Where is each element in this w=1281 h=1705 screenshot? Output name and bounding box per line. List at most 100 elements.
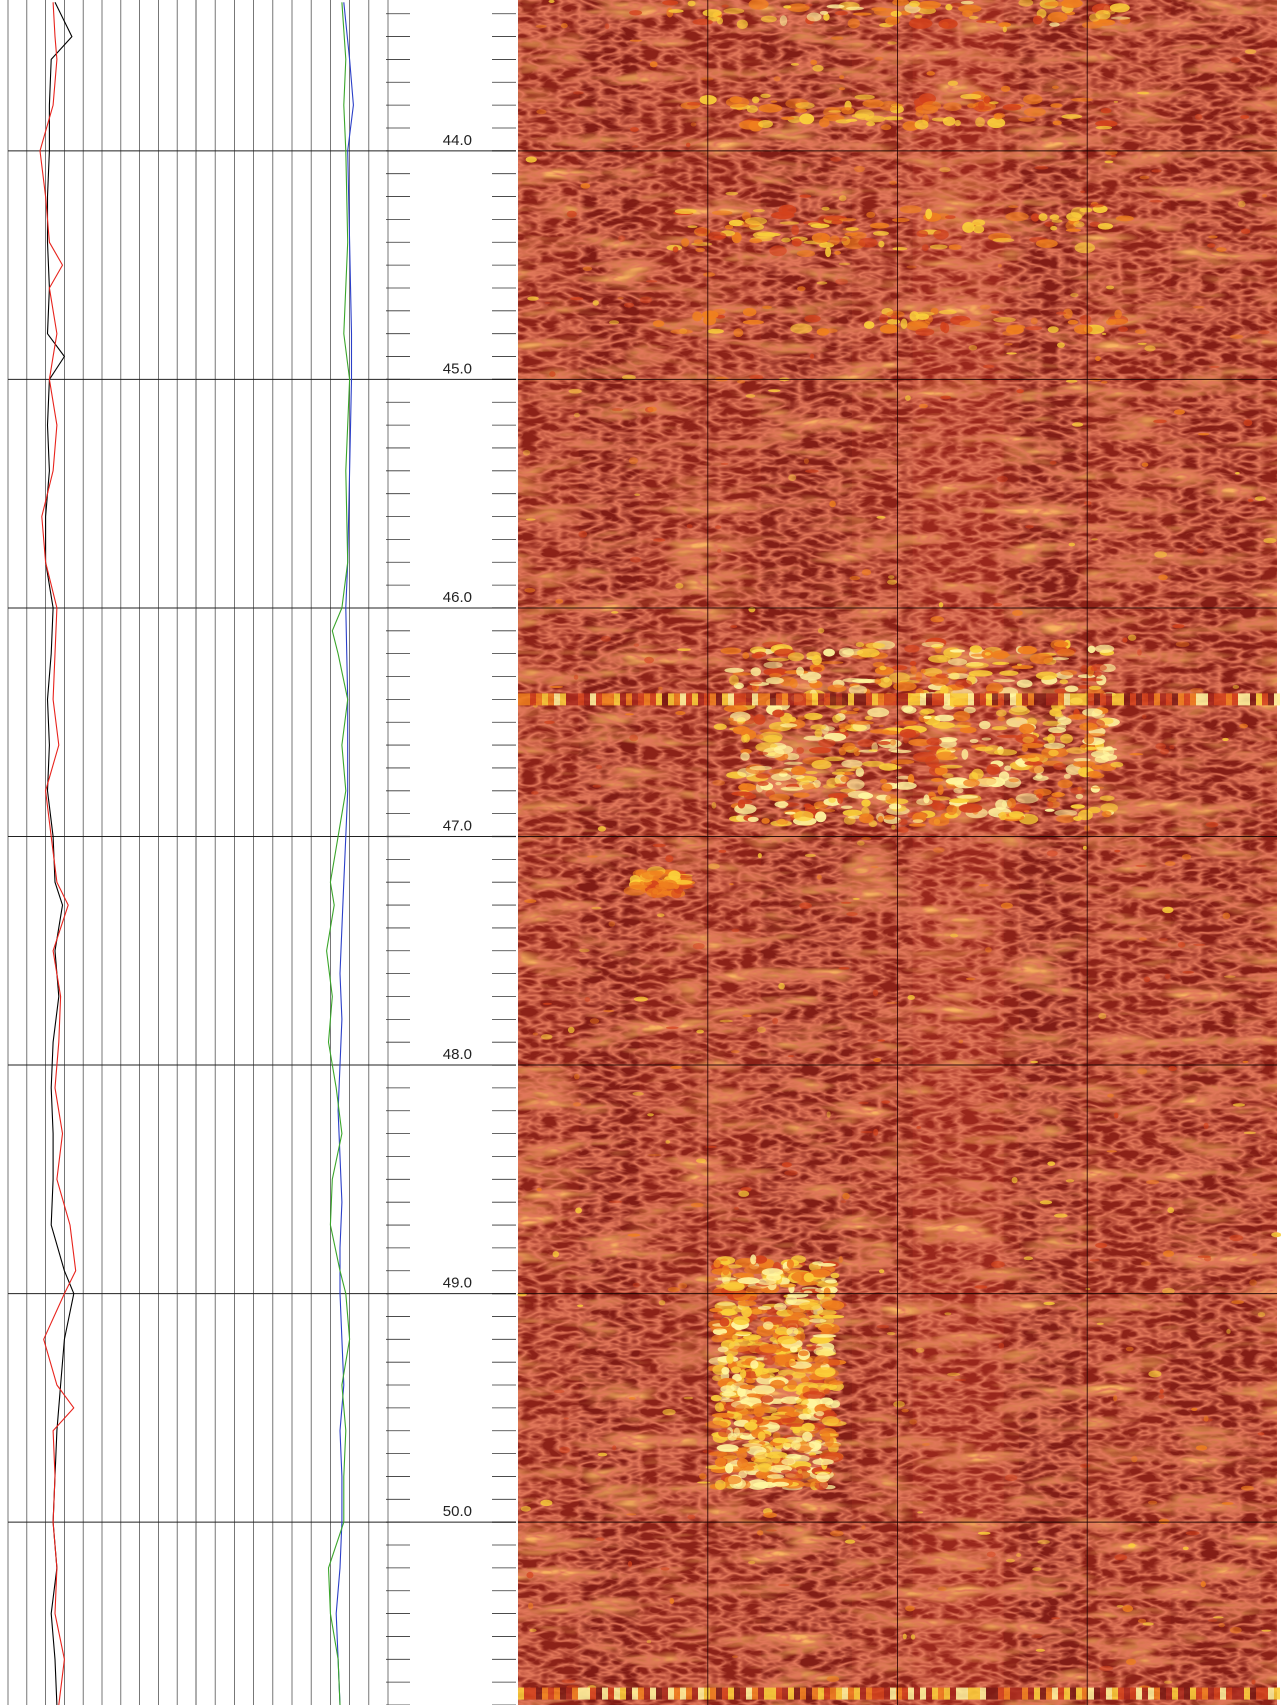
bright-spot xyxy=(842,809,863,817)
scattered-spot xyxy=(839,75,845,80)
scattered-spot xyxy=(772,1017,779,1025)
artifact-stripe xyxy=(914,1687,920,1700)
bright-spot xyxy=(720,1398,734,1403)
bright-spot xyxy=(851,720,874,725)
scattered-spot xyxy=(830,156,842,162)
artifact-stripe xyxy=(1010,1687,1016,1700)
scattered-spot xyxy=(838,262,851,266)
artifact-stripe xyxy=(1034,1687,1040,1700)
scattered-spot xyxy=(548,0,555,4)
bright-spot xyxy=(926,737,942,746)
scattered-spot xyxy=(1030,1060,1039,1064)
artifact-stripe xyxy=(1238,693,1244,706)
bright-spot xyxy=(826,4,845,9)
scattered-spot xyxy=(624,713,635,716)
bright-spot xyxy=(1088,685,1102,690)
bright-spot xyxy=(801,1376,810,1384)
scattered-spot xyxy=(804,853,816,858)
bright-spot xyxy=(719,1317,730,1327)
artifact-stripe xyxy=(536,1687,542,1700)
scattered-spot xyxy=(770,100,778,103)
artifact-stripe xyxy=(548,693,554,706)
artifact-stripe xyxy=(1148,1687,1154,1700)
scattered-spot xyxy=(1004,1474,1018,1482)
bright-spot xyxy=(741,1442,763,1448)
bright-spot xyxy=(1079,722,1098,731)
scattered-spot xyxy=(944,1312,952,1316)
scattered-spot xyxy=(703,272,716,277)
scattered-spot xyxy=(950,2,963,8)
scattered-spot xyxy=(549,685,564,689)
bright-spot xyxy=(823,1287,831,1297)
bright-spot xyxy=(741,734,748,743)
bright-spot xyxy=(1043,742,1066,750)
bright-spot xyxy=(758,104,783,113)
scattered-spot xyxy=(660,1567,670,1571)
scattered-spot xyxy=(947,80,959,86)
bright-spot xyxy=(740,752,750,761)
scattered-spot xyxy=(525,518,536,521)
bright-spot xyxy=(1035,239,1058,248)
scattered-spot xyxy=(665,1026,679,1030)
scattered-spot xyxy=(1039,1200,1053,1205)
scattered-spot xyxy=(670,1065,683,1069)
bright-spot xyxy=(828,1380,844,1385)
artifact-stripe xyxy=(1034,693,1040,706)
scattered-spot xyxy=(1105,285,1115,290)
scattered-spot xyxy=(647,406,657,412)
scattered-spot xyxy=(1103,10,1116,15)
bright-spot xyxy=(768,793,790,802)
scattered-spot xyxy=(1192,305,1205,309)
scattered-spot xyxy=(828,110,842,113)
bright-spot xyxy=(787,3,810,12)
scattered-spot xyxy=(1146,1179,1160,1185)
bright-spot xyxy=(925,208,933,220)
scattered-spot xyxy=(1203,1415,1209,1422)
scattered-spot xyxy=(675,582,684,589)
scattered-spot xyxy=(1099,725,1109,729)
bright-spot xyxy=(805,771,818,775)
scattered-spot xyxy=(1254,496,1267,501)
artifact-stripe xyxy=(746,1687,752,1700)
artifact-stripe xyxy=(1022,693,1028,706)
scattered-spot xyxy=(707,863,720,870)
scattered-spot xyxy=(1158,937,1168,942)
bright-spot xyxy=(866,121,876,127)
scattered-spot xyxy=(719,1019,734,1023)
bright-spot xyxy=(751,96,760,104)
scattered-spot xyxy=(1196,548,1204,554)
bright-spot xyxy=(737,1277,760,1285)
artifact-stripe xyxy=(824,1687,830,1700)
bright-spot xyxy=(814,1355,829,1366)
artifact-stripe xyxy=(644,1687,650,1700)
bright-spot xyxy=(1115,215,1134,222)
artifact-stripe xyxy=(518,693,524,706)
scattered-spot xyxy=(1035,1648,1046,1652)
bright-spot xyxy=(761,1415,782,1421)
artifact-stripe xyxy=(1220,693,1226,706)
bright-spot xyxy=(1018,117,1036,122)
bright-spot xyxy=(1015,793,1039,804)
artifact-stripe xyxy=(668,693,674,706)
scattered-spot xyxy=(1224,975,1236,978)
scattered-spot xyxy=(604,23,610,30)
bright-spot xyxy=(956,795,979,799)
scattered-spot xyxy=(1158,1518,1170,1525)
scattered-spot xyxy=(683,1396,694,1400)
bright-spot xyxy=(1097,222,1114,230)
artifact-stripe xyxy=(896,1687,902,1700)
bright-spot xyxy=(908,823,927,827)
bright-spot xyxy=(991,310,1000,314)
scattered-spot xyxy=(1043,1301,1055,1306)
scattered-spot xyxy=(729,883,734,886)
bright-spot xyxy=(858,813,874,824)
artifact-stripe xyxy=(1130,693,1136,706)
bright-spot xyxy=(831,771,845,775)
artifact-stripe xyxy=(1100,1687,1106,1700)
scattered-spot xyxy=(1182,1546,1189,1551)
bright-spot xyxy=(779,1268,801,1273)
scattered-spot xyxy=(940,395,952,400)
bright-spot xyxy=(825,246,832,258)
artifact-stripe xyxy=(1094,693,1100,706)
bright-spot xyxy=(1086,770,1102,778)
